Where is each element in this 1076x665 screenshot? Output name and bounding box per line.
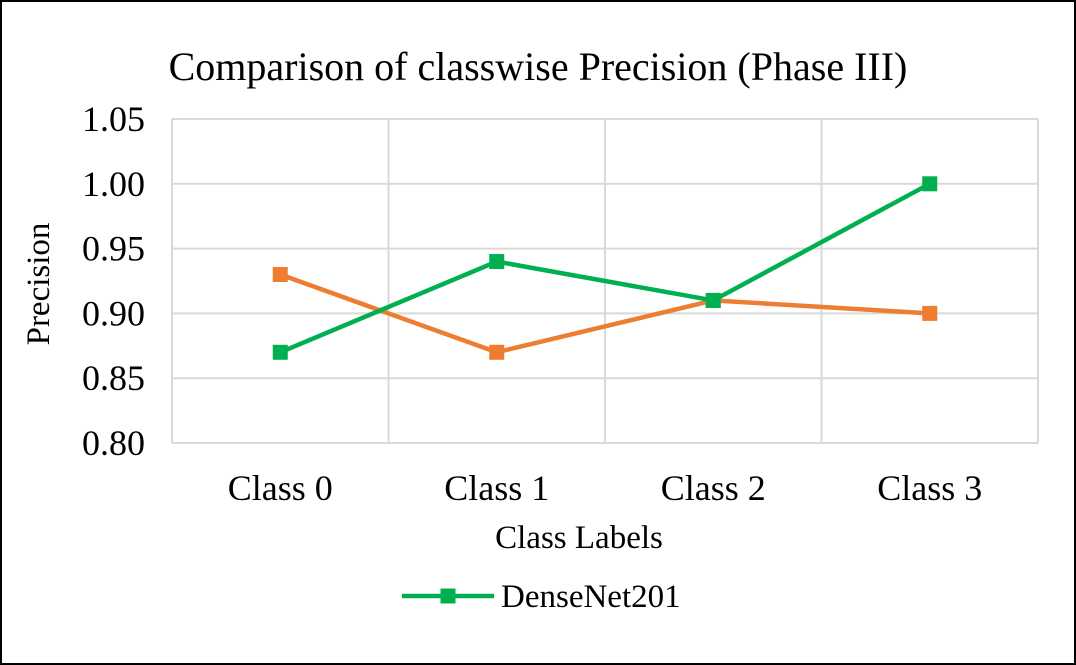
y-tick-label: 1.00 xyxy=(82,164,145,204)
legend: DenseNet201 xyxy=(402,579,681,615)
data-point-0 xyxy=(922,176,938,192)
chart-title: Comparison of classwise Precision (Phase… xyxy=(169,44,908,89)
y-axis-title: Precision xyxy=(21,223,57,346)
legend-marker xyxy=(440,588,456,604)
data-point-1 xyxy=(489,344,505,360)
x-tick-label: Class 1 xyxy=(444,468,549,508)
y-tick-label: 0.95 xyxy=(82,229,145,269)
y-tick-label: 1.05 xyxy=(82,99,145,139)
data-point-1 xyxy=(272,267,288,283)
gridlines xyxy=(171,118,1039,444)
x-tick-label: Class 2 xyxy=(661,468,766,508)
x-tick-label: Class 3 xyxy=(877,468,982,508)
x-axis-title: Class Labels xyxy=(495,520,663,556)
data-point-0 xyxy=(489,254,505,270)
data-point-0 xyxy=(272,344,288,360)
series-lines xyxy=(272,176,938,360)
y-tick-label: 0.80 xyxy=(82,423,145,463)
x-tick-label: Class 0 xyxy=(228,468,333,508)
legend-label: DenseNet201 xyxy=(501,579,681,615)
y-axis-ticks: 0.80 0.85 0.90 0.95 1.00 1.05 xyxy=(82,99,145,463)
y-tick-label: 0.85 xyxy=(82,358,145,398)
series-line-1 xyxy=(279,272,930,355)
data-point-1 xyxy=(922,305,938,321)
data-point-0 xyxy=(705,292,721,308)
series-line-0 xyxy=(279,181,931,355)
x-axis-ticks: Class 0 Class 1 Class 2 Class 3 xyxy=(228,468,983,508)
y-tick-label: 0.90 xyxy=(82,293,145,333)
